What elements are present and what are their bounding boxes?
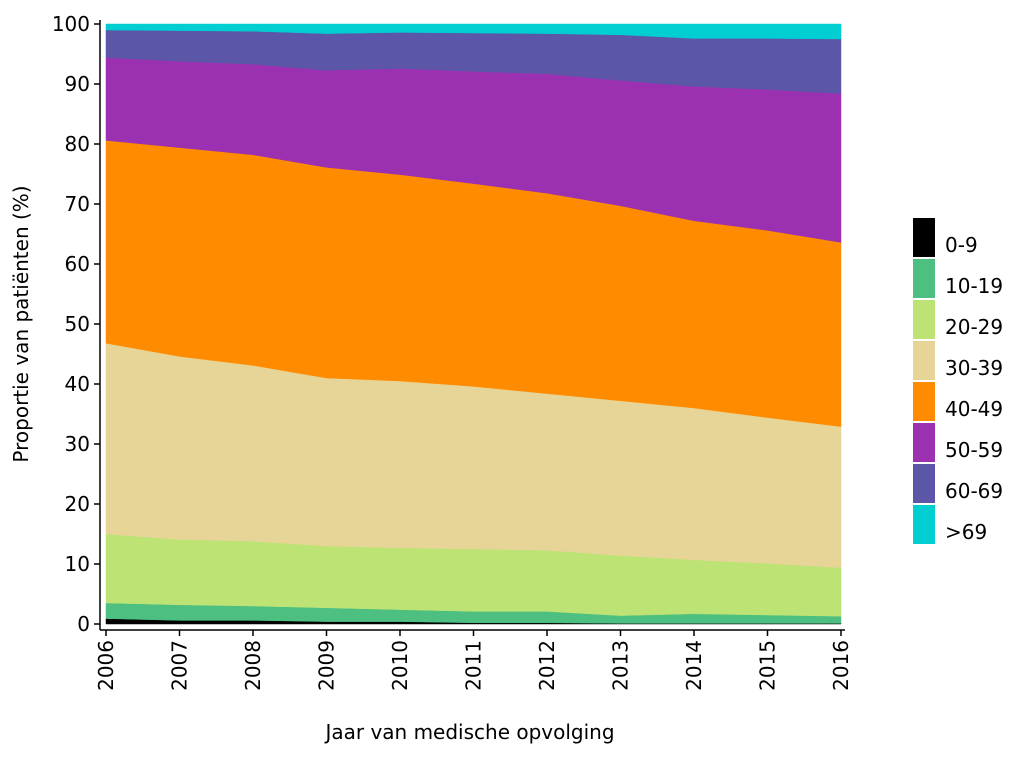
legend-label: 20-29 — [945, 315, 1003, 339]
x-tick-label: 2008 — [241, 640, 265, 691]
y-tick-label: 60 — [65, 252, 90, 276]
x-tick-label: 2011 — [462, 640, 486, 691]
x-tick-label: 2016 — [829, 640, 853, 691]
legend-swatch — [913, 218, 935, 257]
legend-label: >69 — [945, 520, 987, 544]
legend-label: 0-9 — [945, 233, 978, 257]
y-tick-label: 90 — [65, 72, 90, 96]
legend-swatch — [913, 505, 935, 544]
x-axis-label: Jaar van medische opvolging — [323, 720, 614, 744]
y-tick-label: 30 — [65, 432, 90, 456]
y-tick-label: 10 — [65, 552, 90, 576]
legend-swatch — [913, 464, 935, 503]
x-tick-label: 2006 — [94, 640, 118, 691]
x-tick-label: 2012 — [535, 640, 559, 691]
legend-label: 10-19 — [945, 274, 1003, 298]
y-axis-label: Proportie van patiënten (%) — [9, 185, 33, 462]
x-tick-label: 2009 — [315, 640, 339, 691]
x-tick-label: 2014 — [682, 640, 706, 691]
y-tick-label: 80 — [65, 132, 90, 156]
legend-swatch — [913, 382, 935, 421]
legend-swatch — [913, 423, 935, 462]
y-tick-label: 20 — [65, 492, 90, 516]
y-tick-label: 100 — [52, 12, 90, 36]
legend-label: 50-59 — [945, 438, 1003, 462]
legend-swatch — [913, 300, 935, 339]
y-tick-label: 40 — [65, 372, 90, 396]
legend-label: 60-69 — [945, 479, 1003, 503]
legend-label: 30-39 — [945, 356, 1003, 380]
legend-label: 40-49 — [945, 397, 1003, 421]
x-tick-label: 2015 — [756, 640, 780, 691]
x-tick-label: 2007 — [168, 640, 192, 691]
area — [105, 23, 842, 40]
y-tick-label: 70 — [65, 192, 90, 216]
legend-swatch — [913, 259, 935, 298]
y-tick-label: 0 — [77, 612, 90, 636]
legend-swatch — [913, 341, 935, 380]
x-tick-label: 2010 — [388, 640, 412, 691]
y-tick-label: 50 — [65, 312, 90, 336]
x-tick-label: 2013 — [609, 640, 633, 691]
